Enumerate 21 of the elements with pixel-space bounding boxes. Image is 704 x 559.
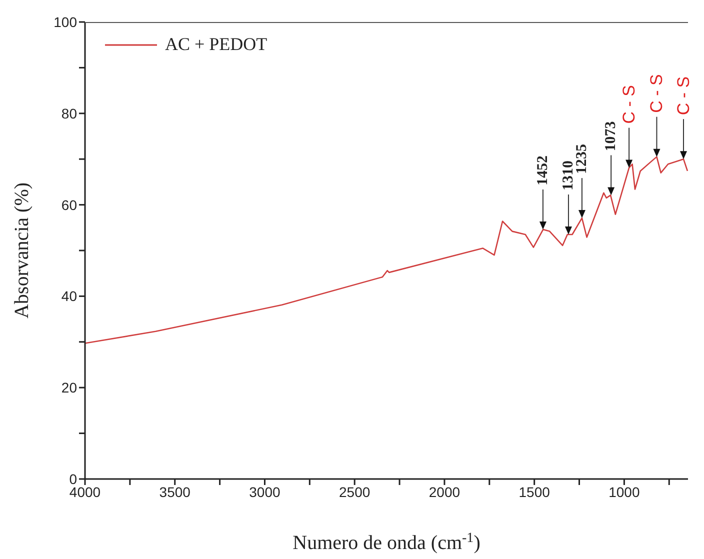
y-tick-label: 40 (61, 288, 78, 304)
annotation: 1235 (574, 144, 590, 174)
x-tick-label: 2500 (339, 484, 370, 500)
y-tick-label: 80 (61, 105, 78, 122)
x-tick-label: 3000 (249, 484, 281, 500)
y-tick-label: 60 (61, 196, 78, 213)
annotation: 1452 (534, 155, 551, 186)
annotation: C - S (620, 85, 639, 124)
annotation: 1073 (603, 121, 620, 152)
x-axis-title: Numero de onda (cm$^{-1}$) (292, 530, 480, 554)
annotation: C - S (674, 76, 694, 116)
x-tick-label: 1500 (518, 484, 550, 500)
annotation: 1310 (560, 160, 576, 191)
x-tick-label: 3500 (159, 484, 191, 500)
y-tick-label: 20 (61, 380, 78, 396)
x-tick-label: 2000 (428, 484, 460, 500)
x-tick-label: 1000 (608, 484, 640, 500)
annotation: C - S (647, 74, 666, 113)
legend-label: AC + PEDOT (165, 34, 268, 55)
y-axis-title: Absorvancia (%) (11, 182, 33, 319)
y-tick-label: 100 (54, 14, 78, 30)
